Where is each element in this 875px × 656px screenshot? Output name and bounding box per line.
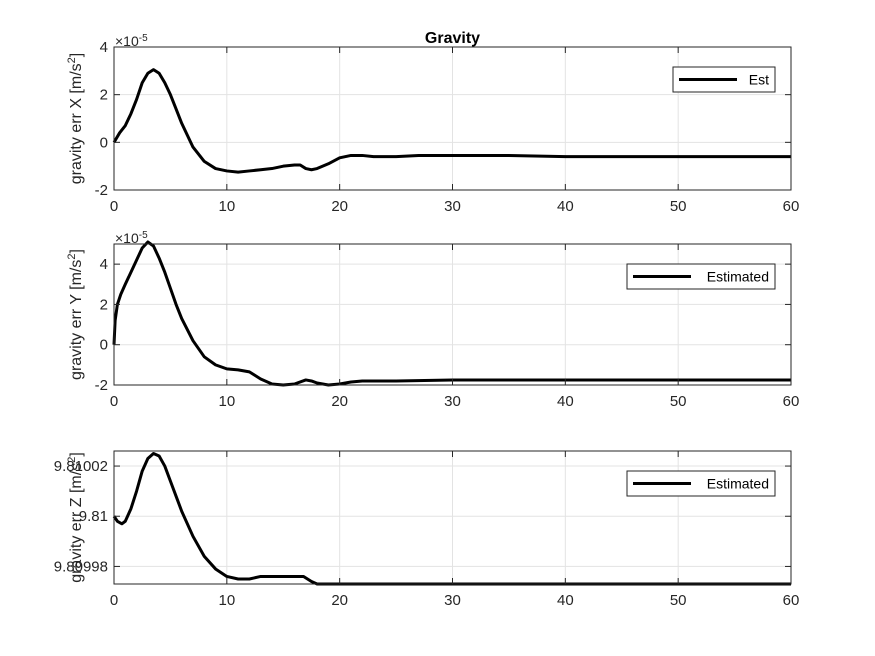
y-tick-label: 0 [100, 337, 108, 354]
y-axis-label: gravity err Y [m/s2] [66, 249, 85, 380]
x-tick-label: 0 [110, 592, 118, 609]
y-tick-label: 9.80998 [54, 558, 108, 575]
x-tick-label: 40 [557, 592, 574, 609]
x-tick-label: 60 [783, 198, 800, 215]
y-tick-label: 2 [100, 87, 108, 104]
x-tick-label: 60 [783, 592, 800, 609]
x-tick-label: 10 [218, 393, 235, 410]
x-tick-label: 50 [670, 592, 687, 609]
legend-label: Est [749, 72, 769, 88]
legend: Estimated [626, 263, 776, 290]
y-tick-label: 0 [100, 134, 108, 151]
series-line-est [112, 68, 791, 174]
x-tick-label: 20 [331, 393, 348, 410]
x-tick-label: 50 [670, 198, 687, 215]
y-tick-label: 4 [100, 39, 108, 56]
y-tick-label: 2 [100, 296, 108, 313]
x-tick-label: 10 [218, 198, 235, 215]
x-tick-label: 50 [670, 393, 687, 410]
x-tick-label: 60 [783, 393, 800, 410]
legend: Estimated [626, 470, 776, 497]
x-tick-label: 0 [110, 393, 118, 410]
y-tick-label: 9.81002 [54, 458, 108, 475]
x-tick-label: 20 [331, 198, 348, 215]
x-tick-label: 10 [218, 592, 235, 609]
x-tick-label: 20 [331, 592, 348, 609]
legend-label: Estimated [707, 269, 769, 285]
y-exponent-label: ×10-5 [115, 33, 148, 49]
legend-label: Estimated [707, 476, 769, 492]
x-tick-label: 40 [557, 393, 574, 410]
x-tick-label: 30 [444, 198, 461, 215]
legend: Est [672, 66, 776, 93]
y-tick-label: 4 [100, 256, 108, 273]
x-tick-label: 40 [557, 198, 574, 215]
y-axis-label: gravity err Z [m/s2] [66, 452, 85, 583]
series-line-estimated [112, 240, 791, 387]
y-axis-label: gravity err X [m/s2] [66, 53, 85, 184]
x-tick-label: 0 [110, 198, 118, 215]
y-tick-label: -2 [95, 182, 108, 199]
y-tick-label: -2 [95, 377, 108, 394]
figure-title: Gravity [425, 30, 480, 47]
x-tick-label: 30 [444, 393, 461, 410]
y-tick-label: 9.81 [79, 508, 108, 525]
y-exponent-label: ×10-5 [115, 230, 148, 246]
x-tick-label: 30 [444, 592, 461, 609]
